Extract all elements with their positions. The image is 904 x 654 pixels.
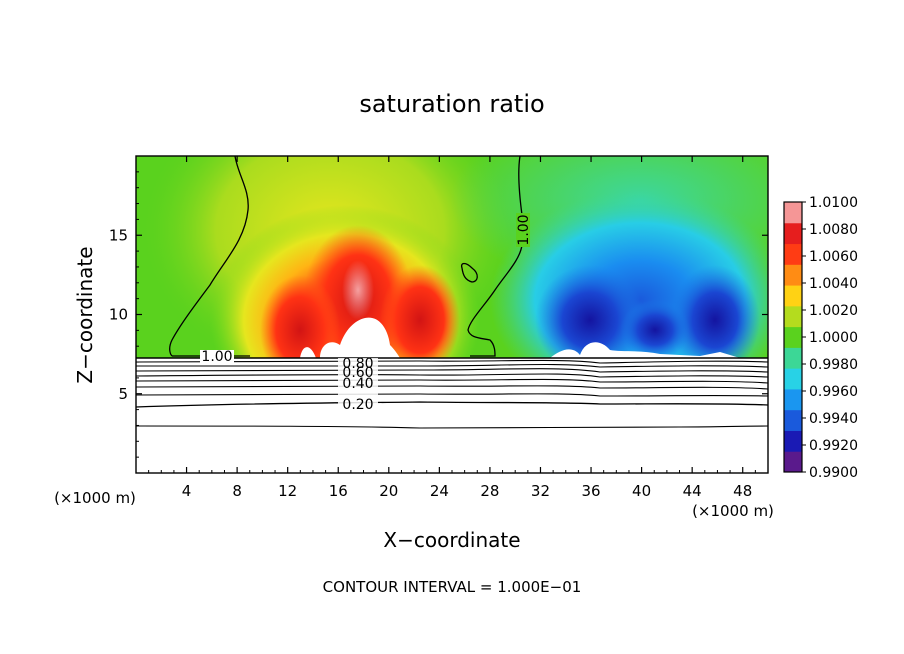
colorbar-tick-label: 0.9960	[809, 384, 858, 400]
x-tick-label: 32	[531, 482, 550, 500]
plot-area: 1.00 1.00 0.80 0.60 0.40 0.20	[135, 155, 769, 474]
colorbar-tick-label: 1.0100	[809, 195, 858, 211]
colorbar-swatch	[784, 243, 802, 265]
x-tick-label: 48	[733, 482, 752, 500]
colorbar-swatch	[784, 388, 802, 411]
colorbar-swatch	[784, 409, 802, 431]
x-tick-label: 8	[232, 482, 242, 500]
x-tick-label: 28	[480, 482, 499, 500]
x-tick-label: 36	[581, 482, 600, 500]
x-tick-label: 16	[329, 482, 348, 500]
colorbar-tick-label: 0.9900	[809, 465, 858, 481]
y-axis-label: Z−coordinate	[73, 246, 97, 383]
contour-label: 0.20	[342, 397, 373, 413]
contour-label: 0.40	[342, 376, 373, 392]
contour-interval-note: CONTOUR INTERVAL = 1.000E−01	[323, 578, 582, 596]
colorbar-swatch	[784, 451, 802, 473]
colorbar-tick-label: 1.0080	[809, 222, 858, 238]
x-tick-label: 24	[430, 482, 449, 500]
x-axis-label: X−coordinate	[383, 528, 520, 552]
contour-lines-upper	[169, 156, 523, 357]
y-unit-label: (×1000 m)	[54, 489, 136, 507]
contour-label: 0.60	[342, 365, 373, 381]
lower-region	[136, 358, 768, 473]
contour-label: 0.80	[342, 356, 373, 372]
contour-lines-lower	[136, 357, 768, 429]
x-tick-label: 12	[278, 482, 297, 500]
x-tick-label: 44	[683, 482, 702, 500]
colorbar: 0.9900 0.9920 0.9940 0.9960 0.9980 1.0000 1.00…	[783, 195, 858, 481]
y-tick-label: 10	[109, 306, 128, 324]
x-tick-label: 40	[632, 482, 651, 500]
colorbar-swatch	[784, 222, 802, 245]
saturation-field	[136, 156, 768, 358]
colorbar-swatch	[784, 347, 802, 369]
y-tick-label: 15	[109, 226, 128, 244]
colorbar-swatch	[784, 305, 802, 328]
contour-label: 1.00	[201, 349, 232, 365]
colorbar-swatch	[784, 368, 802, 390]
colorbar-swatch	[784, 202, 802, 224]
contour-labels: 1.00 1.00 0.80 0.60 0.40 0.20	[200, 213, 532, 413]
colorbar-swatch	[784, 285, 802, 307]
colorbar-tick-label: 0.9980	[809, 357, 858, 373]
colorbar-tick-label: 1.0060	[809, 249, 858, 265]
x-tick-label: 4	[182, 482, 192, 500]
contour-label: 1.00	[516, 214, 532, 245]
colorbar-tick-label: 1.0040	[809, 276, 858, 292]
colorbar-tick-label: 1.0000	[809, 330, 858, 346]
colorbar-swatch	[784, 430, 802, 452]
y-tick-label: 5	[118, 385, 128, 403]
colorbar-tick-label: 0.9920	[809, 438, 858, 454]
colorbar-swatch	[784, 264, 802, 286]
colorbar-tick-label: 0.9940	[809, 411, 858, 427]
colorbar-tick-label: 1.0020	[809, 303, 858, 319]
x-tick-label: 20	[379, 482, 398, 500]
chart-title: saturation ratio	[359, 90, 544, 118]
y-axis: 5 10 15	[109, 171, 768, 458]
x-axis: 4 8 12 16 20 24 28 32 36 40 44 48	[148, 156, 756, 500]
x-unit-label: (×1000 m)	[692, 502, 774, 520]
colorbar-swatch	[784, 326, 802, 348]
